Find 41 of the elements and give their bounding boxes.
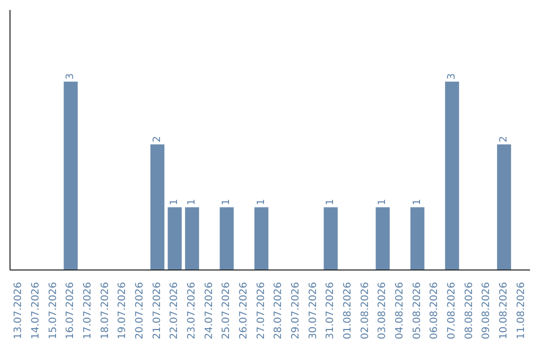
x-tick-label: 15.07.2026 — [48, 282, 59, 340]
x-tick-label: 22.07.2026 — [169, 282, 180, 340]
x-tick-label: 03.08.2026 — [377, 282, 388, 340]
x-tick-label: 16.07.2026 — [65, 282, 76, 340]
x-tick-label: 23.07.2026 — [186, 282, 198, 340]
x-tick-label: 14.07.2026 — [30, 282, 42, 340]
x-tick-label: 01.08.2026 — [342, 282, 354, 340]
x-tick-label: 06.08.2026 — [429, 282, 440, 340]
x-tick-label: 05.08.2026 — [412, 282, 423, 340]
x-tick-label: 21.07.2026 — [152, 282, 163, 340]
x-tick-label: 09.08.2026 — [481, 282, 492, 340]
data-label: 1 — [186, 198, 198, 206]
x-tick-label: 07.08.2026 — [446, 282, 458, 340]
x-tick-label: 02.08.2026 — [360, 282, 371, 340]
x-tick-label: 13.07.2026 — [13, 282, 24, 340]
x-tick-label: 20.07.2026 — [134, 282, 146, 340]
x-tick-label: 08.08.2026 — [464, 282, 475, 340]
data-label: 2 — [498, 136, 510, 142]
x-tick-label: 04.08.2026 — [394, 282, 406, 340]
data-label: 3 — [446, 73, 458, 80]
x-tick-label: 29.07.2026 — [290, 282, 302, 340]
x-tick-label: 10.08.2026 — [498, 282, 510, 340]
x-tick-label: 27.07.2026 — [256, 282, 267, 340]
x-tick-label: 28.07.2026 — [273, 282, 284, 340]
data-label: 1 — [221, 198, 232, 206]
data-label: 1 — [169, 198, 180, 206]
x-tick-label: 18.07.2026 — [100, 282, 111, 340]
data-label: 3 — [65, 73, 76, 80]
x-tick-label: 17.07.2026 — [82, 282, 94, 340]
x-tick-label: 11.08.2026 — [516, 282, 527, 340]
x-tick-label: 26.07.2026 — [238, 282, 250, 340]
data-label: 1 — [377, 198, 388, 206]
data-label: 1 — [256, 198, 267, 206]
x-tick-label: 19.07.2026 — [117, 282, 128, 340]
x-tick-label: 31.07.2026 — [325, 282, 336, 340]
data-label: 2 — [152, 136, 163, 142]
x-tick-label: 24.07.2026 — [204, 282, 215, 340]
data-label: 1 — [412, 198, 423, 206]
data-label: 1 — [325, 198, 336, 206]
x-tick-label: 30.07.2026 — [308, 282, 319, 340]
x-tick-label: 25.07.2026 — [221, 282, 232, 340]
